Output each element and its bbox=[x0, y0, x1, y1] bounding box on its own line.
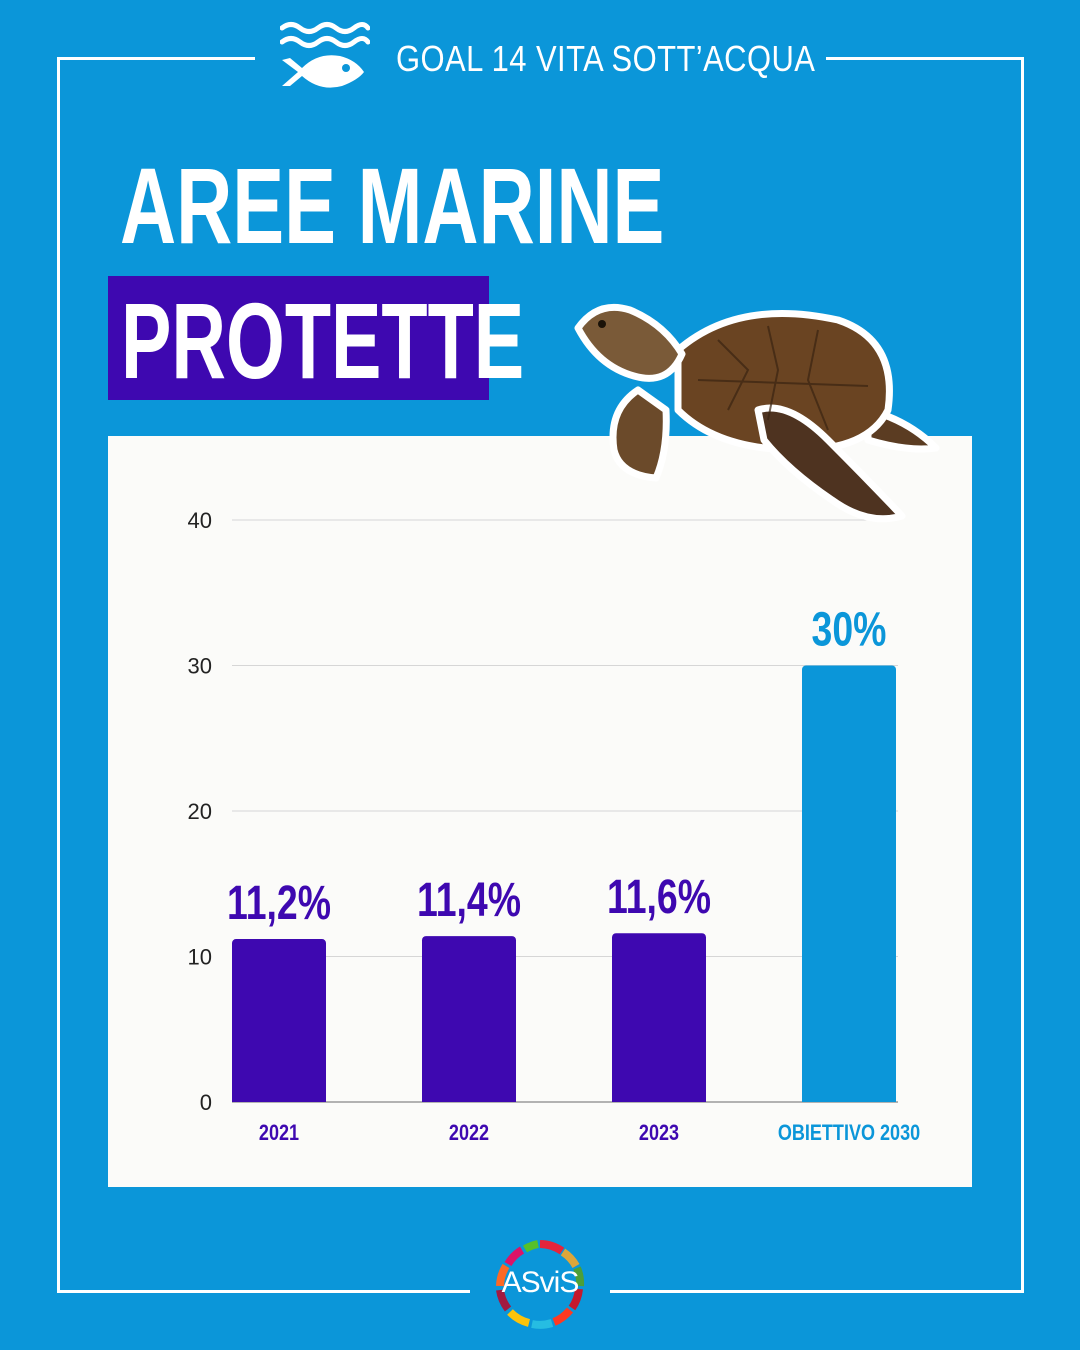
x-tick-label: 2022 bbox=[449, 1121, 489, 1145]
bar-chart: 0 10 20 30 40 11,2% 2021 11,4% 2022 11,6% 2023 30% O… bbox=[188, 508, 921, 1145]
title-highlight-box bbox=[108, 276, 489, 400]
data-label: 11,6% bbox=[607, 871, 711, 925]
frame-bottom-right bbox=[610, 1290, 1024, 1293]
y-tick-label: 40 bbox=[188, 508, 212, 533]
bar-2023 bbox=[612, 933, 706, 1102]
bar-base bbox=[612, 1096, 706, 1102]
bar-base bbox=[232, 1096, 326, 1102]
data-label: 30% bbox=[812, 603, 887, 657]
x-tick-label: 2023 bbox=[639, 1121, 679, 1145]
bar-2021 bbox=[232, 939, 326, 1102]
bar-obiettivo-2030 bbox=[802, 665, 896, 1102]
x-tick-label: OBIETTIVO 2030 bbox=[778, 1121, 920, 1145]
x-tick-label: 2021 bbox=[259, 1121, 299, 1145]
frame-right bbox=[1021, 57, 1024, 1293]
goal-label: GOAL 14 VITA SOTT’ACQUA bbox=[396, 38, 816, 79]
y-tick-label: 0 bbox=[200, 1090, 212, 1115]
frame-top-right bbox=[826, 57, 1024, 60]
frame-left bbox=[57, 57, 60, 1293]
asvis-logo: ASviS bbox=[482, 1238, 598, 1332]
y-tick-label: 30 bbox=[188, 654, 212, 679]
page-subtitle: PROTETTE bbox=[121, 280, 525, 401]
page-title: AREE MARINE bbox=[120, 145, 665, 266]
asvis-logo-ring bbox=[496, 1240, 585, 1329]
sea-turtle-illustration bbox=[574, 303, 940, 523]
frame-top-left bbox=[57, 57, 255, 60]
fish-waves-icon bbox=[280, 22, 370, 88]
y-tick-label: 10 bbox=[188, 945, 212, 970]
bar-2022 bbox=[422, 936, 516, 1102]
frame-bottom-left bbox=[57, 1290, 470, 1293]
data-label: 11,4% bbox=[417, 874, 521, 928]
data-label: 11,2% bbox=[227, 877, 331, 931]
logo-text: ASviS bbox=[501, 1266, 580, 1299]
bar-base bbox=[422, 1096, 516, 1102]
bar-base bbox=[802, 1096, 896, 1102]
y-tick-label: 20 bbox=[188, 799, 212, 824]
